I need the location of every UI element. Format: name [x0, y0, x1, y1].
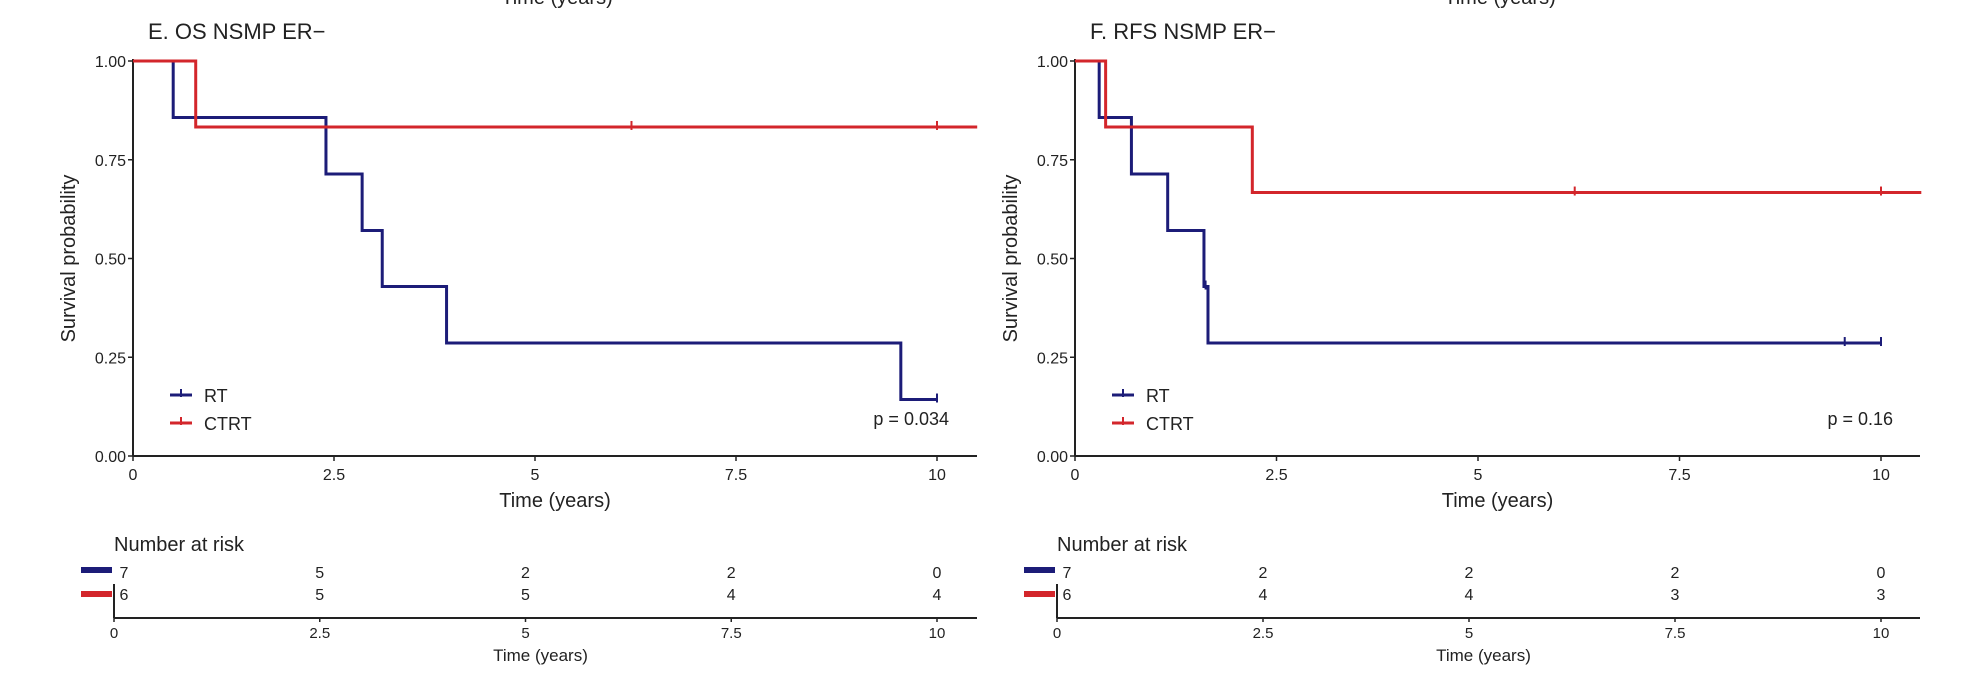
y-tick-label: 0.25 — [95, 350, 126, 367]
risk-x-tick-label: 7.5 — [1665, 625, 1686, 642]
survival-curve-rt — [133, 59, 937, 402]
risk-count: 7 — [1063, 565, 1072, 582]
legend-label: RT — [1146, 386, 1170, 406]
risk-count: 4 — [1259, 587, 1268, 604]
risk-x-tick-label: 0 — [110, 625, 118, 642]
risk-count: 2 — [521, 565, 530, 582]
survival-curve-rt — [1075, 59, 1881, 345]
x-tick-label: 7.5 — [1668, 467, 1690, 484]
y-tick-label: 0.25 — [1037, 350, 1068, 367]
y-tick-label: 0.00 — [1037, 449, 1068, 466]
y-axis-title: Survival probability — [1000, 175, 1022, 343]
risk-count: 7 — [120, 565, 129, 582]
legend-label: RT — [204, 386, 228, 406]
y-tick-label: 1.00 — [1037, 54, 1068, 71]
risk-count: 2 — [1259, 565, 1268, 582]
x-tick-label: 0 — [1071, 467, 1080, 484]
risk-x-tick-label: 5 — [521, 625, 529, 642]
x-tick-label: 0 — [129, 467, 138, 484]
risk-count: 2 — [727, 565, 736, 582]
risk-x-tick-label: 2.5 — [309, 625, 330, 642]
x-tick-label: 2.5 — [323, 467, 345, 484]
risk-count: 3 — [1671, 587, 1680, 604]
risk-x-tick-label: 7.5 — [721, 625, 742, 642]
x-tick-label: 7.5 — [725, 467, 747, 484]
x-tick-label: 5 — [531, 467, 540, 484]
risk-x-tick-label: 2.5 — [1253, 625, 1274, 642]
risk-count: 2 — [1671, 565, 1680, 582]
y-tick-label: 0.75 — [1037, 153, 1068, 170]
risk-count: 5 — [521, 587, 530, 604]
risk-table-title: Number at risk — [114, 534, 245, 556]
x-tick-label: 10 — [928, 467, 946, 484]
legend-label: CTRT — [1146, 414, 1194, 434]
clipped-axis-label: Time (years) — [501, 0, 612, 9]
x-axis-title: Time (years) — [499, 490, 610, 512]
risk-count: 0 — [933, 565, 942, 582]
risk-count: 3 — [1877, 587, 1886, 604]
risk-x-tick-label: 5 — [1465, 625, 1473, 642]
risk-x-tick-label: 0 — [1053, 625, 1061, 642]
risk-table-title: Number at risk — [1057, 534, 1188, 556]
survival-curve-ctrt — [133, 59, 978, 129]
y-tick-label: 0.50 — [95, 252, 126, 269]
risk-x-tick-label: 10 — [929, 625, 946, 642]
y-tick-label: 1.00 — [95, 54, 126, 71]
x-axis-title: Time (years) — [1442, 490, 1553, 512]
x-tick-label: 10 — [1872, 467, 1890, 484]
risk-count: 2 — [1465, 565, 1474, 582]
survival-curve-ctrt — [1075, 59, 1922, 195]
clipped-axis-label: Time (years) — [1444, 0, 1555, 9]
p-value: p = 0.16 — [1827, 409, 1893, 429]
chart-title: E. OS NSMP ER− — [148, 19, 325, 44]
risk-count: 0 — [1877, 565, 1886, 582]
legend-label: CTRT — [204, 414, 252, 434]
x-tick-label: 5 — [1474, 467, 1483, 484]
risk-count: 6 — [1063, 587, 1072, 604]
chart-title: F. RFS NSMP ER− — [1090, 19, 1276, 44]
y-tick-label: 0.50 — [1037, 252, 1068, 269]
risk-count: 5 — [315, 587, 324, 604]
risk-count: 6 — [120, 587, 129, 604]
y-tick-label: 0.00 — [95, 449, 126, 466]
risk-count: 4 — [1465, 587, 1474, 604]
risk-count: 4 — [727, 587, 736, 604]
y-axis-title: Survival probability — [58, 175, 80, 343]
risk-x-tick-label: 10 — [1873, 625, 1890, 642]
x-tick-label: 2.5 — [1265, 467, 1287, 484]
risk-count: 4 — [933, 587, 942, 604]
risk-x-axis-title: Time (years) — [1436, 646, 1531, 665]
risk-x-axis-title: Time (years) — [493, 646, 588, 665]
risk-count: 5 — [315, 565, 324, 582]
p-value: p = 0.034 — [873, 409, 949, 429]
y-tick-label: 0.75 — [95, 153, 126, 170]
